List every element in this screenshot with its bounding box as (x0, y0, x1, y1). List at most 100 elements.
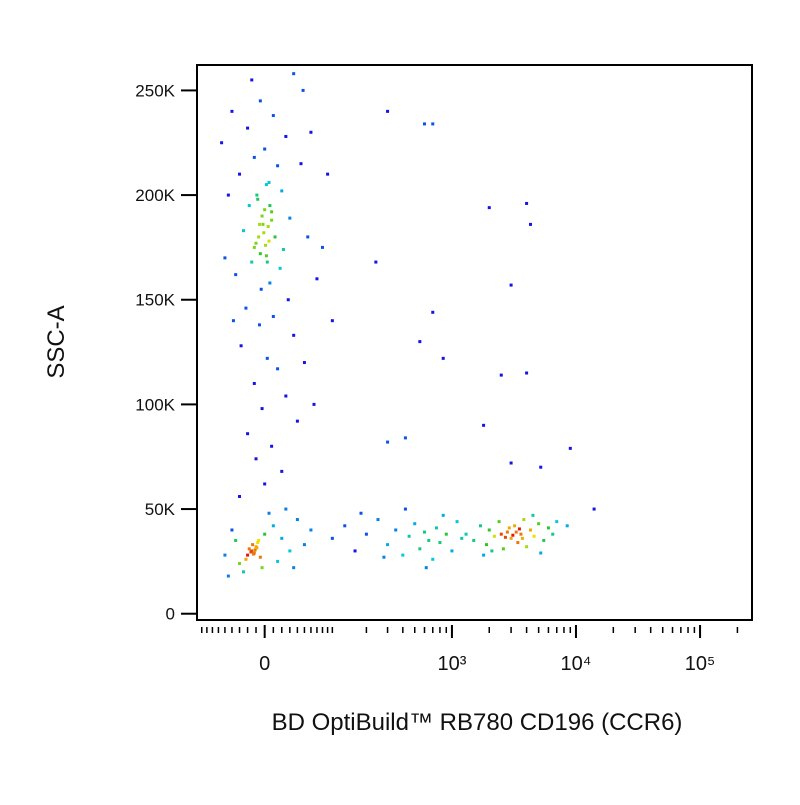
dot (312, 402, 316, 406)
dot (492, 534, 496, 538)
dot (478, 524, 482, 528)
dot (487, 206, 491, 210)
dot (226, 193, 230, 197)
dot (295, 419, 299, 423)
dot (482, 553, 486, 557)
x-tick-label: 10⁴ (561, 653, 592, 675)
dot (247, 204, 251, 208)
dot (326, 172, 330, 176)
x-tick-label: 10³ (437, 653, 466, 675)
dot (276, 164, 280, 168)
dot (555, 520, 559, 524)
dot (244, 306, 248, 310)
dot (525, 201, 529, 205)
dot (284, 507, 288, 511)
dot (280, 189, 284, 193)
x-axis-label: BD OptiBuild™ RB780 CD196 (CCR6) (272, 709, 683, 736)
dot (239, 344, 243, 348)
dot (525, 371, 529, 375)
dot (455, 520, 459, 524)
dot (497, 520, 501, 524)
dot (330, 536, 334, 540)
dot (258, 555, 262, 559)
y-tick-label: 0 (166, 605, 175, 624)
dot (252, 245, 256, 249)
dot (264, 254, 268, 258)
dot (266, 224, 270, 228)
dot (271, 114, 275, 118)
dot (286, 298, 290, 302)
dot (386, 109, 390, 113)
dot (320, 245, 324, 249)
dot (522, 518, 526, 522)
dot (438, 541, 442, 545)
dot (499, 373, 503, 377)
dot (270, 218, 274, 222)
dot (482, 423, 486, 427)
dot (262, 231, 266, 235)
dot (418, 340, 422, 344)
dot (257, 235, 261, 239)
x-tick-label: 10⁵ (685, 653, 716, 675)
dot (238, 495, 242, 499)
dot (302, 361, 306, 365)
dot (565, 524, 569, 528)
dot (516, 541, 520, 545)
dot (265, 356, 269, 360)
dot (252, 381, 256, 385)
dot (257, 538, 261, 542)
dot (509, 461, 513, 465)
dot (226, 574, 230, 578)
dot (261, 222, 265, 226)
dot (403, 436, 407, 440)
dot (568, 446, 572, 450)
dot (532, 534, 536, 538)
dot (220, 141, 224, 145)
dot (257, 323, 261, 327)
dot (255, 193, 259, 197)
y-axis-label: SSC-A (43, 305, 70, 378)
dot (271, 524, 275, 528)
dot (270, 444, 274, 448)
dot (271, 314, 275, 318)
dot (386, 543, 390, 547)
dot (472, 538, 476, 542)
dot (288, 549, 292, 553)
dot (542, 538, 546, 542)
dot (230, 109, 234, 113)
dot (223, 256, 227, 260)
dot (264, 183, 268, 187)
dot (539, 465, 543, 469)
dot (247, 547, 251, 551)
dot (441, 356, 445, 360)
dot (503, 535, 507, 539)
dot (252, 155, 256, 159)
dot (514, 530, 518, 534)
dot (246, 126, 250, 130)
dot (263, 482, 267, 486)
dot (431, 557, 435, 561)
dot (382, 555, 386, 559)
dot (403, 507, 407, 511)
dot (513, 524, 517, 528)
dot (234, 538, 238, 542)
dot (525, 545, 529, 549)
dot (246, 432, 250, 436)
dot (276, 367, 280, 371)
dot (288, 216, 292, 220)
dot (487, 528, 491, 532)
dot (528, 528, 532, 532)
dot (520, 536, 524, 540)
dot (234, 273, 238, 277)
dot (434, 526, 438, 530)
dot (246, 553, 250, 557)
dot (528, 222, 532, 226)
dot (292, 333, 296, 337)
dot (330, 319, 334, 323)
dot (464, 532, 468, 536)
dot (231, 319, 235, 323)
dot (249, 550, 253, 554)
x-tick-label: 0 (259, 653, 270, 675)
dot (509, 283, 513, 287)
